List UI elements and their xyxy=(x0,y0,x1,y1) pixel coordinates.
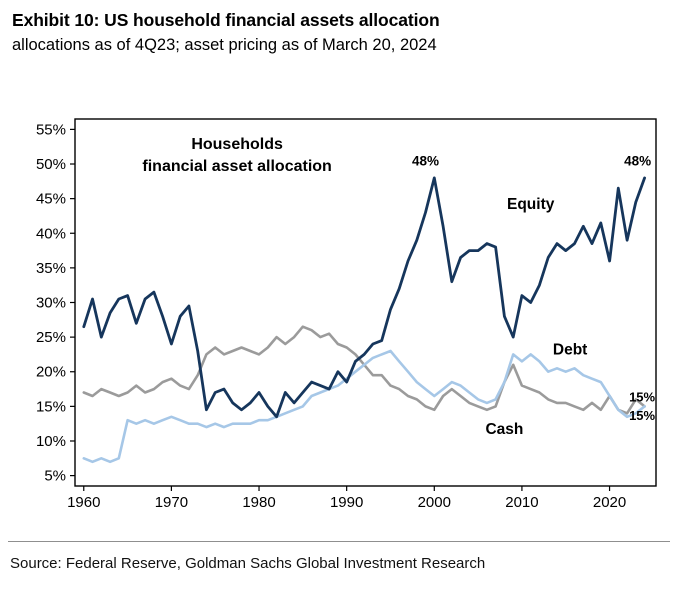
exhibit-subtitle: allocations as of 4Q23; asset pricing as… xyxy=(12,36,437,54)
svg-text:15%: 15% xyxy=(629,390,655,405)
svg-text:25%: 25% xyxy=(36,329,66,346)
svg-text:35%: 35% xyxy=(36,260,66,277)
allocation-line-chart: 5% 10% 15% 20% 25% 30% 35% 40% 45% 50% 55% 1960 1970… xyxy=(36,118,657,511)
svg-text:financial asset allocation: financial asset allocation xyxy=(142,158,331,175)
chart-header: Exhibit 10: US household financial asset… xyxy=(0,0,680,55)
svg-text:2000: 2000 xyxy=(418,494,451,511)
svg-text:48%: 48% xyxy=(412,153,439,168)
svg-text:48%: 48% xyxy=(624,153,651,168)
svg-text:Households: Households xyxy=(191,136,283,153)
svg-text:2010: 2010 xyxy=(505,494,538,511)
svg-text:50%: 50% xyxy=(36,156,66,173)
svg-text:30%: 30% xyxy=(36,295,66,312)
svg-text:20%: 20% xyxy=(36,364,66,381)
svg-text:Cash: Cash xyxy=(485,421,523,438)
chart-footer: Source: Federal Reserve, Goldman Sachs G… xyxy=(8,541,670,572)
svg-text:Equity: Equity xyxy=(507,196,555,213)
svg-text:1980: 1980 xyxy=(242,494,275,511)
svg-text:55%: 55% xyxy=(36,121,66,138)
svg-text:45%: 45% xyxy=(36,191,66,208)
svg-text:5%: 5% xyxy=(44,468,66,485)
svg-text:2020: 2020 xyxy=(593,494,626,511)
svg-text:10%: 10% xyxy=(36,433,66,450)
svg-text:1960: 1960 xyxy=(67,494,100,511)
svg-text:1990: 1990 xyxy=(330,494,363,511)
exhibit-title: Exhibit 10: US household financial asset… xyxy=(12,10,440,30)
svg-text:15%: 15% xyxy=(36,398,66,415)
source-text: Source: Federal Reserve, Goldman Sachs G… xyxy=(10,555,486,572)
svg-text:40%: 40% xyxy=(36,225,66,242)
svg-text:1970: 1970 xyxy=(155,494,188,511)
svg-text:Debt: Debt xyxy=(553,341,587,358)
svg-text:15%: 15% xyxy=(629,408,655,423)
